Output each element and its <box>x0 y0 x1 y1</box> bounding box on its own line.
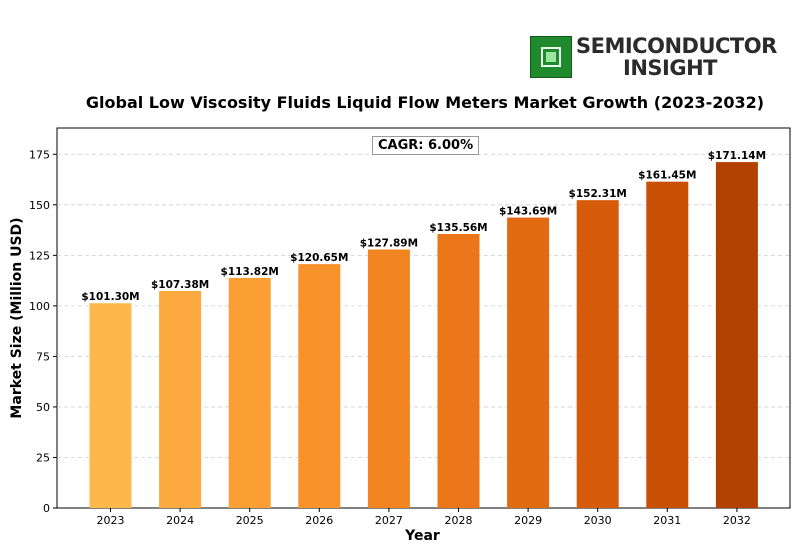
data-label-2031: $161.45M <box>638 170 696 182</box>
bar-2023 <box>89 303 132 508</box>
bar-2024 <box>159 290 202 508</box>
x-tick-label: 2029 <box>514 514 542 527</box>
x-tick-label: 2025 <box>236 514 264 527</box>
bar-2030 <box>576 200 619 509</box>
y-tick-label: 50 <box>36 401 50 414</box>
bar-2028 <box>437 233 480 509</box>
x-tick-label: 2032 <box>723 514 751 527</box>
x-tick-label: 2030 <box>584 514 612 527</box>
x-axis-ticks: 2023 2024 2025 2026 2027 2028 2029 2030 2031 2032 <box>97 508 751 527</box>
bars <box>89 162 758 509</box>
data-label-2029: $143.69M <box>499 206 557 218</box>
bar-2025 <box>228 277 271 508</box>
data-labels: $101.30M $107.38M $113.82M $120.65M $127.89M… <box>81 150 766 303</box>
y-tick-label: 175 <box>29 148 50 161</box>
plot-frame <box>56 127 791 509</box>
x-tick-label: 2023 <box>97 514 125 527</box>
cagr-annotation: CAGR: 6.00% <box>372 136 480 155</box>
x-axis-title: Year <box>404 528 440 544</box>
logo-line1: SEMICONDUCTOR <box>576 34 777 58</box>
x-tick-label: 2027 <box>375 514 403 527</box>
y-tick-label: 75 <box>36 350 50 363</box>
y-tick-label: 0 <box>43 502 50 515</box>
x-tick-label: 2026 <box>305 514 333 527</box>
y-tick-label: 100 <box>29 300 50 313</box>
data-label-2025: $113.82M <box>221 266 279 278</box>
y-axis-title: Market Size (Million USD) <box>9 217 25 418</box>
data-label-2026: $120.65M <box>290 252 348 264</box>
bar-2031 <box>646 181 689 508</box>
y-axis-ticks: 0 25 50 75 100 125 150 175 <box>29 148 57 515</box>
x-tick-label: 2024 <box>166 514 194 527</box>
y-tick-label: 150 <box>29 199 50 212</box>
data-label-2027: $127.89M <box>360 237 418 249</box>
semiconductor-insight-logo: SEMICONDUCTOR INSIGHT <box>530 34 777 80</box>
bar-2027 <box>367 249 410 508</box>
bar-2026 <box>298 264 341 508</box>
data-label-2032: $171.14M <box>708 150 766 162</box>
x-tick-label: 2031 <box>653 514 681 527</box>
data-label-2024: $107.38M <box>151 279 209 291</box>
data-label-2023: $101.30M <box>81 291 139 303</box>
y-tick-label: 25 <box>36 451 50 464</box>
data-label-2028: $135.56M <box>429 222 487 234</box>
logo-line2: INSIGHT <box>623 56 717 80</box>
chip-icon <box>530 36 572 78</box>
x-tick-label: 2028 <box>445 514 473 527</box>
data-label-2030: $152.31M <box>569 188 627 200</box>
bar-2029 <box>507 217 550 509</box>
y-tick-label: 125 <box>29 249 50 262</box>
bar-2032 <box>715 162 758 508</box>
chart-title: Global Low Viscosity Fluids Liquid Flow … <box>85 93 765 112</box>
